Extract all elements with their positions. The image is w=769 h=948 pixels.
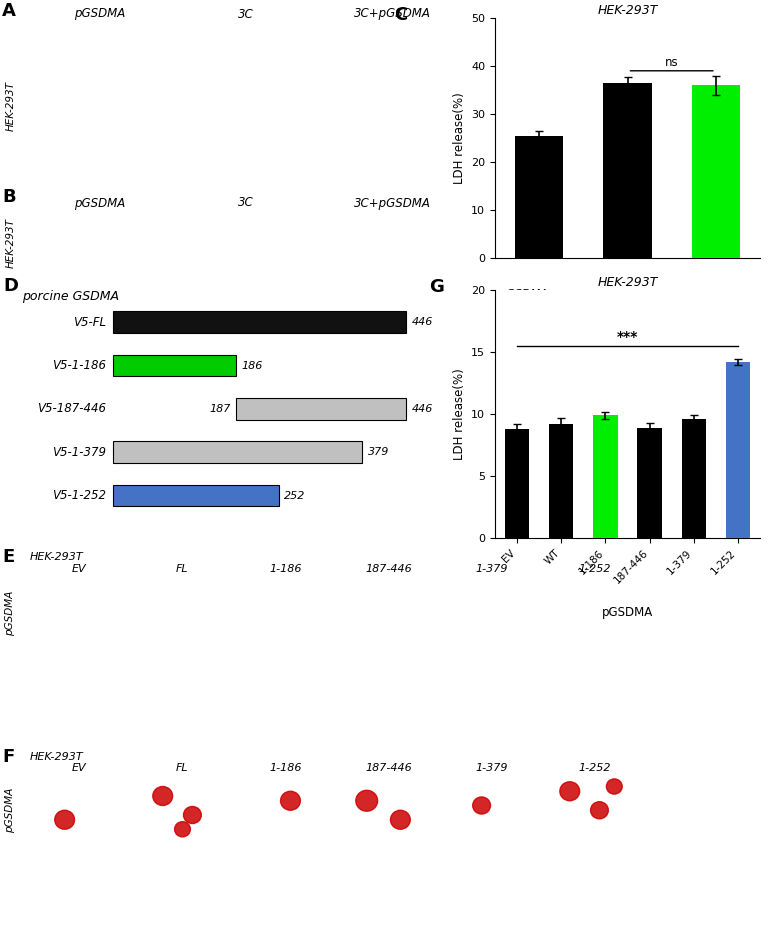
- Text: G: G: [429, 278, 444, 296]
- Bar: [691, 85, 740, 258]
- Circle shape: [281, 792, 301, 811]
- Text: 446: 446: [412, 404, 433, 414]
- Text: V5-187-446: V5-187-446: [38, 402, 106, 415]
- Text: A: A: [2, 2, 16, 20]
- Text: pGSDMA: pGSDMA: [602, 606, 653, 619]
- Text: D: D: [3, 277, 18, 295]
- Text: V5-FL: V5-FL: [74, 316, 106, 329]
- Text: 1-379: 1-379: [475, 763, 508, 773]
- Text: 252: 252: [285, 490, 305, 501]
- Circle shape: [473, 797, 491, 814]
- Text: 1-252: 1-252: [578, 564, 611, 574]
- Text: B: B: [2, 188, 15, 206]
- Text: 3C: 3C: [499, 308, 514, 319]
- Bar: [236, 398, 407, 420]
- Text: 186: 186: [241, 360, 262, 371]
- Text: EV: EV: [72, 564, 87, 574]
- Text: pGSDMA: pGSDMA: [499, 289, 548, 300]
- Bar: [549, 424, 574, 538]
- Text: 3C+pGSDMA: 3C+pGSDMA: [354, 196, 431, 210]
- Text: 446: 446: [412, 318, 433, 327]
- Text: 3C+pGSDMA: 3C+pGSDMA: [354, 8, 431, 21]
- Text: HEK-293T: HEK-293T: [30, 752, 84, 762]
- Bar: [593, 415, 618, 538]
- Bar: [113, 442, 362, 463]
- Text: FL: FL: [176, 564, 189, 574]
- Bar: [113, 311, 407, 333]
- Text: +: +: [711, 308, 721, 319]
- Circle shape: [356, 791, 378, 811]
- Text: HEK-293T: HEK-293T: [6, 81, 16, 131]
- Text: -: -: [538, 308, 541, 319]
- Text: HEK-293T: HEK-293T: [6, 218, 16, 268]
- Text: porcine GSDMA: porcine GSDMA: [22, 290, 118, 302]
- Bar: [726, 362, 750, 538]
- Circle shape: [591, 802, 608, 819]
- Bar: [603, 82, 652, 258]
- Y-axis label: LDH release(%): LDH release(%): [453, 92, 465, 184]
- Text: 1-186: 1-186: [269, 763, 301, 773]
- Text: +: +: [623, 308, 632, 319]
- Circle shape: [560, 782, 580, 801]
- Bar: [113, 355, 235, 376]
- Bar: [638, 428, 662, 538]
- Bar: [681, 419, 706, 538]
- Text: 1-252: 1-252: [578, 763, 611, 773]
- Text: F: F: [2, 748, 15, 766]
- Text: V5-1-379: V5-1-379: [52, 446, 106, 459]
- Title: HEK-293T: HEK-293T: [598, 276, 657, 289]
- Circle shape: [175, 822, 191, 837]
- Text: V5-1-252: V5-1-252: [52, 489, 106, 502]
- Text: 1-379: 1-379: [475, 564, 508, 574]
- Circle shape: [55, 811, 75, 830]
- Bar: [505, 428, 529, 538]
- Text: pGSDMA: pGSDMA: [5, 591, 15, 636]
- Text: +: +: [534, 289, 544, 300]
- Text: E: E: [2, 548, 15, 566]
- Bar: [113, 484, 278, 506]
- Text: ns: ns: [665, 56, 678, 69]
- Text: ***: ***: [617, 330, 638, 344]
- Text: pGSDMA: pGSDMA: [5, 788, 15, 833]
- Text: V5-1-186: V5-1-186: [52, 359, 106, 372]
- Y-axis label: LDH release(%): LDH release(%): [453, 368, 465, 460]
- Text: 379: 379: [368, 447, 389, 457]
- Text: HEK-293T: HEK-293T: [30, 552, 84, 562]
- Text: EV: EV: [72, 763, 87, 773]
- Text: 3C: 3C: [238, 8, 254, 21]
- Text: C: C: [394, 6, 408, 24]
- Text: 187-446: 187-446: [365, 763, 412, 773]
- Circle shape: [184, 807, 201, 824]
- Bar: [515, 136, 564, 258]
- Text: pGSDMA: pGSDMA: [75, 8, 125, 21]
- Text: 187-446: 187-446: [365, 564, 412, 574]
- Title: HEK-293T: HEK-293T: [598, 4, 657, 17]
- Text: 3C: 3C: [238, 196, 254, 210]
- Circle shape: [391, 811, 411, 830]
- Text: +: +: [711, 289, 721, 300]
- Text: -: -: [625, 289, 630, 300]
- Text: 187: 187: [209, 404, 231, 414]
- Circle shape: [607, 779, 622, 794]
- Text: pGSDMA: pGSDMA: [75, 196, 125, 210]
- Text: 1-186: 1-186: [269, 564, 301, 574]
- Circle shape: [153, 787, 172, 806]
- Text: FL: FL: [176, 763, 189, 773]
